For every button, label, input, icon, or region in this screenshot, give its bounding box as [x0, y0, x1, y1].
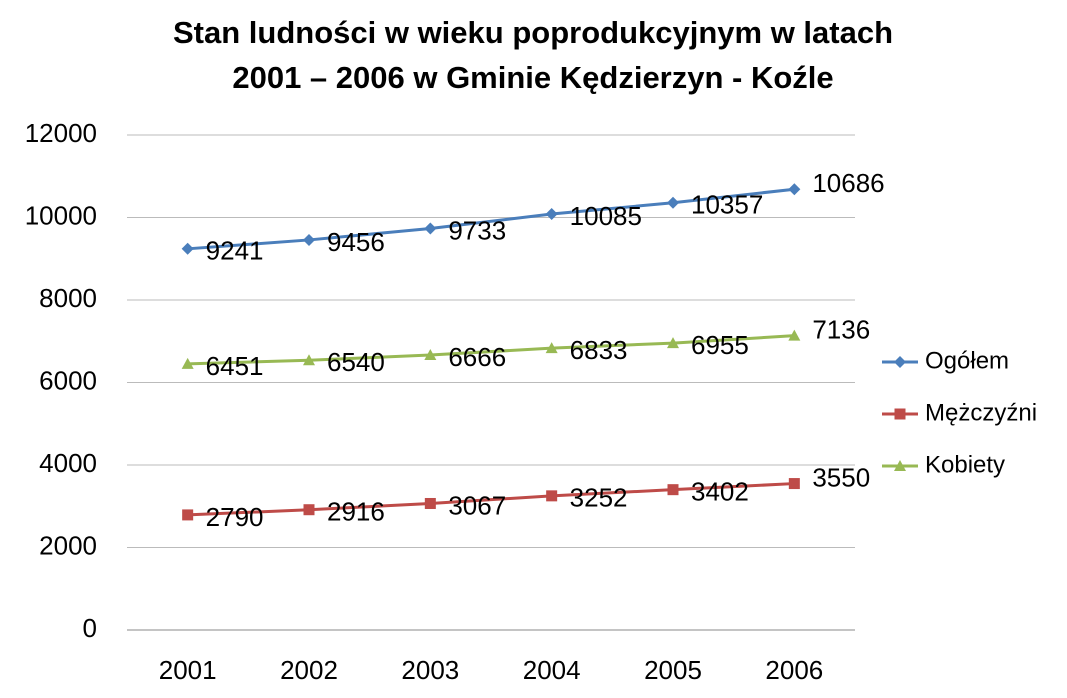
y-tick-label: 2000: [39, 530, 97, 560]
data-label: 2916: [327, 497, 385, 527]
y-tick-label: 6000: [39, 365, 97, 395]
series-line: [187, 482, 795, 517]
y-tick-label: 8000: [39, 283, 97, 313]
x-tick-label: 2001: [159, 655, 217, 685]
legend-marker: [894, 408, 906, 420]
point: [667, 337, 679, 349]
point: [424, 349, 437, 361]
y-tick-label: 10000: [25, 200, 97, 230]
x-tick-label: 2004: [523, 655, 581, 685]
point: [181, 242, 194, 255]
point: [424, 497, 436, 509]
legend-label: Mężczyźni: [925, 399, 1037, 426]
data-label: 9456: [327, 227, 385, 257]
legend-marker: [894, 356, 906, 368]
data-label: 6451: [206, 351, 264, 381]
y-tick-label: 12000: [25, 118, 97, 148]
data-label: 3067: [448, 490, 506, 520]
legend-label: Ogółem: [925, 347, 1009, 374]
series-line: [187, 187, 795, 251]
data-label: 9241: [206, 236, 264, 266]
data-label: 6955: [691, 330, 749, 360]
x-tick-label: 2006: [765, 655, 823, 685]
point: [667, 484, 679, 496]
legend-label: Kobiety: [925, 451, 1005, 478]
point: [788, 183, 801, 196]
point: [303, 504, 315, 516]
x-tick-label: 2005: [644, 655, 702, 685]
data-label: 10085: [570, 201, 642, 231]
x-tick-label: 2003: [401, 655, 459, 685]
point: [545, 207, 558, 220]
chart-title: 2001 – 2006 w Gminie Kędzierzyn - Koźle: [232, 60, 833, 95]
chart-title: Stan ludności w wieku poprodukcyjnym w l…: [173, 15, 893, 50]
point: [667, 196, 679, 209]
data-label: 6833: [570, 335, 628, 365]
point: [303, 233, 315, 246]
data-label: 10686: [812, 168, 884, 198]
data-label: 6540: [327, 347, 385, 377]
point: [788, 478, 800, 490]
point: [788, 329, 801, 341]
data-label: 9733: [448, 215, 506, 245]
point: [182, 509, 194, 521]
series-line: [187, 334, 795, 366]
point: [424, 222, 437, 235]
legend-marker: [894, 460, 906, 471]
x-tick-label: 2002: [280, 655, 338, 685]
y-tick-label: 4000: [39, 448, 97, 478]
data-label: 7136: [812, 315, 870, 345]
data-label: 3550: [812, 462, 870, 492]
data-label: 2790: [206, 502, 264, 532]
point: [181, 357, 194, 369]
point: [303, 354, 315, 366]
point: [546, 490, 558, 502]
data-label: 10357: [691, 190, 763, 220]
y-tick-label: 0: [83, 613, 97, 643]
data-label: 3252: [570, 483, 628, 513]
data-label: 6666: [448, 342, 506, 372]
point: [545, 342, 558, 354]
data-label: 3402: [691, 477, 749, 507]
